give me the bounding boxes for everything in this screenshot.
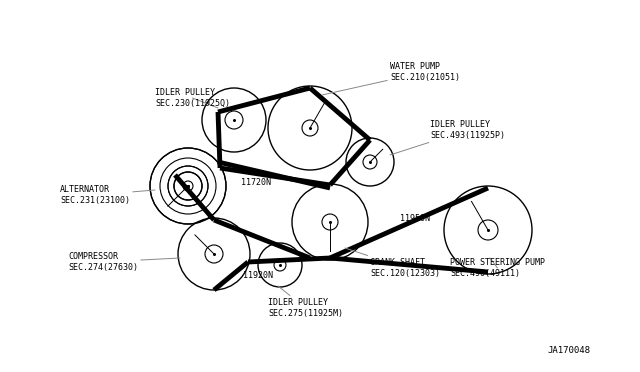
Text: JA170048: JA170048 bbox=[547, 346, 590, 355]
Text: IDLER PULLEY
SEC.230(11925Q): IDLER PULLEY SEC.230(11925Q) bbox=[155, 88, 230, 108]
Text: IDLER PULLEY
SEC.275(11925M): IDLER PULLEY SEC.275(11925M) bbox=[268, 286, 343, 318]
Text: WATER PUMP
SEC.210(21051): WATER PUMP SEC.210(21051) bbox=[322, 62, 460, 95]
Text: CRANK SHAFT
SEC.120(12303): CRANK SHAFT SEC.120(12303) bbox=[345, 248, 440, 278]
Text: ALTERNATOR
SEC.231(23100): ALTERNATOR SEC.231(23100) bbox=[60, 185, 155, 205]
Text: POWER STEERING PUMP
SEC.490(49111): POWER STEERING PUMP SEC.490(49111) bbox=[450, 258, 545, 278]
Text: 11920N: 11920N bbox=[243, 270, 273, 279]
Text: COMPRESSOR
SEC.274(27630): COMPRESSOR SEC.274(27630) bbox=[68, 252, 180, 272]
Text: 11720N: 11720N bbox=[241, 177, 271, 186]
Text: 11950N: 11950N bbox=[400, 214, 430, 222]
Text: IDLER PULLEY
SEC.493(11925P): IDLER PULLEY SEC.493(11925P) bbox=[390, 120, 505, 155]
